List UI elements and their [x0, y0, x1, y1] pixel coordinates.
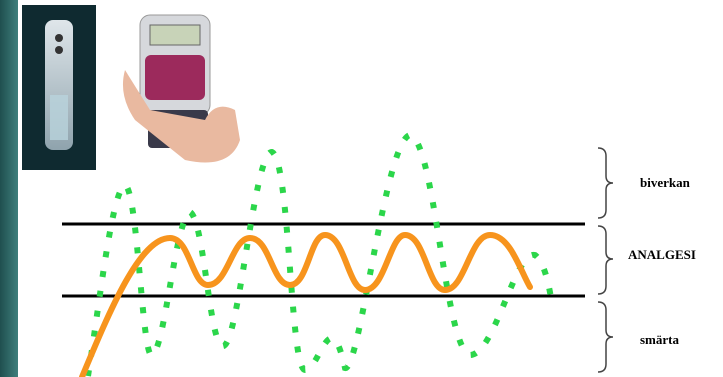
slide: biverkan ANALGESI smärta [0, 0, 723, 377]
device-photo [22, 5, 96, 170]
bolus-curve [88, 135, 552, 376]
side-strip [0, 0, 18, 377]
label-analgesia: ANALGESI [628, 247, 696, 262]
label-pain: smärta [640, 332, 679, 347]
braces [598, 148, 613, 372]
label-side-effects: biverkan [640, 175, 691, 190]
pump-photo [97, 5, 243, 170]
pca-curve [82, 235, 530, 377]
